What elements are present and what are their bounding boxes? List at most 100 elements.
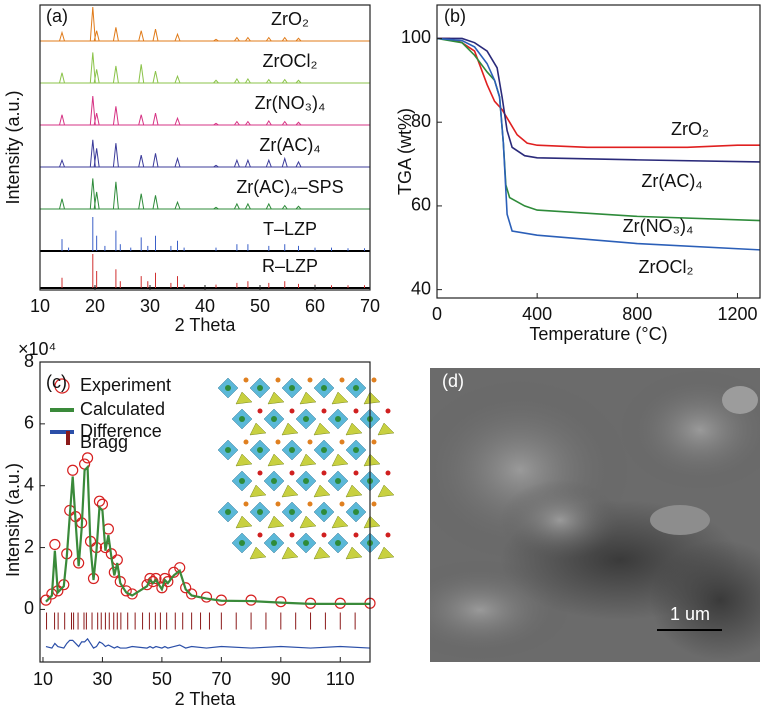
x-tick-label: 10	[30, 296, 50, 316]
structure-atom	[271, 540, 277, 546]
diffraction-peak	[213, 122, 219, 126]
structure-tetrahedron	[345, 546, 363, 560]
structure-atom	[303, 478, 309, 484]
diffraction-peak	[233, 36, 240, 42]
difference-curve	[45, 637, 371, 649]
legend-marker	[54, 378, 70, 394]
structure-atom	[303, 540, 309, 546]
diffraction-peak	[295, 205, 302, 210]
panel-label: (c)	[46, 372, 67, 392]
structure-atom	[339, 501, 345, 507]
structure-atom	[303, 416, 309, 422]
x-tick-label: 10	[33, 669, 53, 689]
diffraction-peak	[281, 36, 288, 42]
experiment-point	[120, 585, 132, 597]
structure-atom	[271, 416, 277, 422]
x-tick-label: 0	[432, 304, 442, 324]
x-axis-label: Temperature (°C)	[529, 324, 667, 344]
structure-atom	[289, 532, 295, 538]
x-tick-label: 30	[92, 669, 112, 689]
structure-atom	[353, 532, 359, 538]
panel-label: (b)	[444, 6, 466, 26]
pattern-label: ZrOCl₂	[263, 51, 318, 71]
diffraction-peak	[265, 36, 272, 42]
structure-tetrahedron	[331, 391, 349, 405]
diffraction-peak	[89, 6, 96, 42]
diffraction-peak	[89, 178, 96, 210]
structure-tetrahedron	[345, 484, 363, 498]
structure-tetrahedron	[331, 515, 349, 529]
structure-atom	[385, 532, 391, 538]
structure-tetrahedron	[313, 484, 331, 498]
diffraction-peak	[233, 158, 240, 168]
structure-tetrahedron	[377, 546, 395, 560]
structure-atom	[321, 408, 327, 414]
legend-label: Calculated	[80, 399, 165, 419]
structure-tetrahedron	[235, 391, 253, 405]
legend-marker	[66, 431, 70, 445]
structure-atom	[243, 377, 249, 383]
structure-atom	[225, 509, 231, 515]
structure-atom	[243, 501, 249, 507]
structure-tetrahedron	[377, 422, 395, 436]
pattern-label: R–LZP	[262, 256, 318, 276]
diffraction-peak	[59, 30, 65, 42]
structure-atom	[353, 447, 359, 453]
structure-atom	[289, 447, 295, 453]
diffraction-peak	[174, 74, 181, 84]
diffraction-peak	[213, 38, 219, 42]
y-axis-label: Intensity (a.u.)	[3, 463, 23, 577]
diffraction-peak	[213, 79, 219, 84]
tga-curve	[437, 37, 761, 163]
diffraction-peak	[59, 198, 65, 210]
legend-label: Difference	[80, 421, 162, 441]
x-tick-label: 20	[85, 296, 105, 316]
x-tick-label: 50	[250, 296, 270, 316]
series-label: ZrO₂	[671, 119, 709, 139]
structure-atom	[289, 470, 295, 476]
structure-atom	[225, 385, 231, 391]
diffraction-peak	[152, 28, 159, 42]
y-tick-label: 8	[24, 351, 34, 371]
pattern-label: Zr(AC)₄	[259, 135, 320, 155]
diffraction-peak	[295, 79, 302, 84]
diffraction-peak	[265, 202, 272, 210]
legend-label: Experiment	[80, 375, 171, 395]
structure-atom	[239, 540, 245, 546]
structure-tetrahedron	[249, 546, 267, 560]
structure-atom	[275, 377, 281, 383]
plot-frame	[436, 4, 761, 299]
pattern-label: T–LZP	[263, 219, 317, 239]
structure-tetrahedron	[363, 453, 381, 467]
structure-atom	[307, 439, 313, 445]
y-multiplier: ×10⁴	[18, 339, 56, 359]
diffraction-peak	[152, 112, 159, 126]
structure-tetrahedron	[363, 515, 381, 529]
structure-atom	[275, 439, 281, 445]
diffraction-peak	[59, 158, 65, 168]
structure-atom	[371, 501, 377, 507]
structure-atom	[257, 447, 263, 453]
structure-tetrahedron	[267, 515, 285, 529]
legend-label: Bragg	[80, 432, 128, 452]
y-tick-label: 0	[24, 598, 34, 618]
structure-atom	[307, 501, 313, 507]
structure-atom	[225, 447, 231, 453]
experiment-point	[93, 495, 106, 507]
structure-atom	[257, 470, 263, 476]
tga-curve	[437, 37, 760, 149]
calculated-curve	[45, 464, 370, 605]
diffraction-peak	[233, 120, 240, 126]
structure-atom	[257, 385, 263, 391]
structure-tetrahedron	[345, 422, 363, 436]
diffraction-peak	[152, 153, 159, 168]
structure-atom	[353, 408, 359, 414]
structure-atom	[321, 447, 327, 453]
structure-atom	[353, 385, 359, 391]
structure-tetrahedron	[235, 515, 253, 529]
structure-atom	[321, 532, 327, 538]
diffraction-peak	[59, 72, 65, 84]
x-tick-label: 110	[326, 669, 355, 689]
structure-atom	[257, 408, 263, 414]
diffraction-peak	[152, 70, 159, 84]
